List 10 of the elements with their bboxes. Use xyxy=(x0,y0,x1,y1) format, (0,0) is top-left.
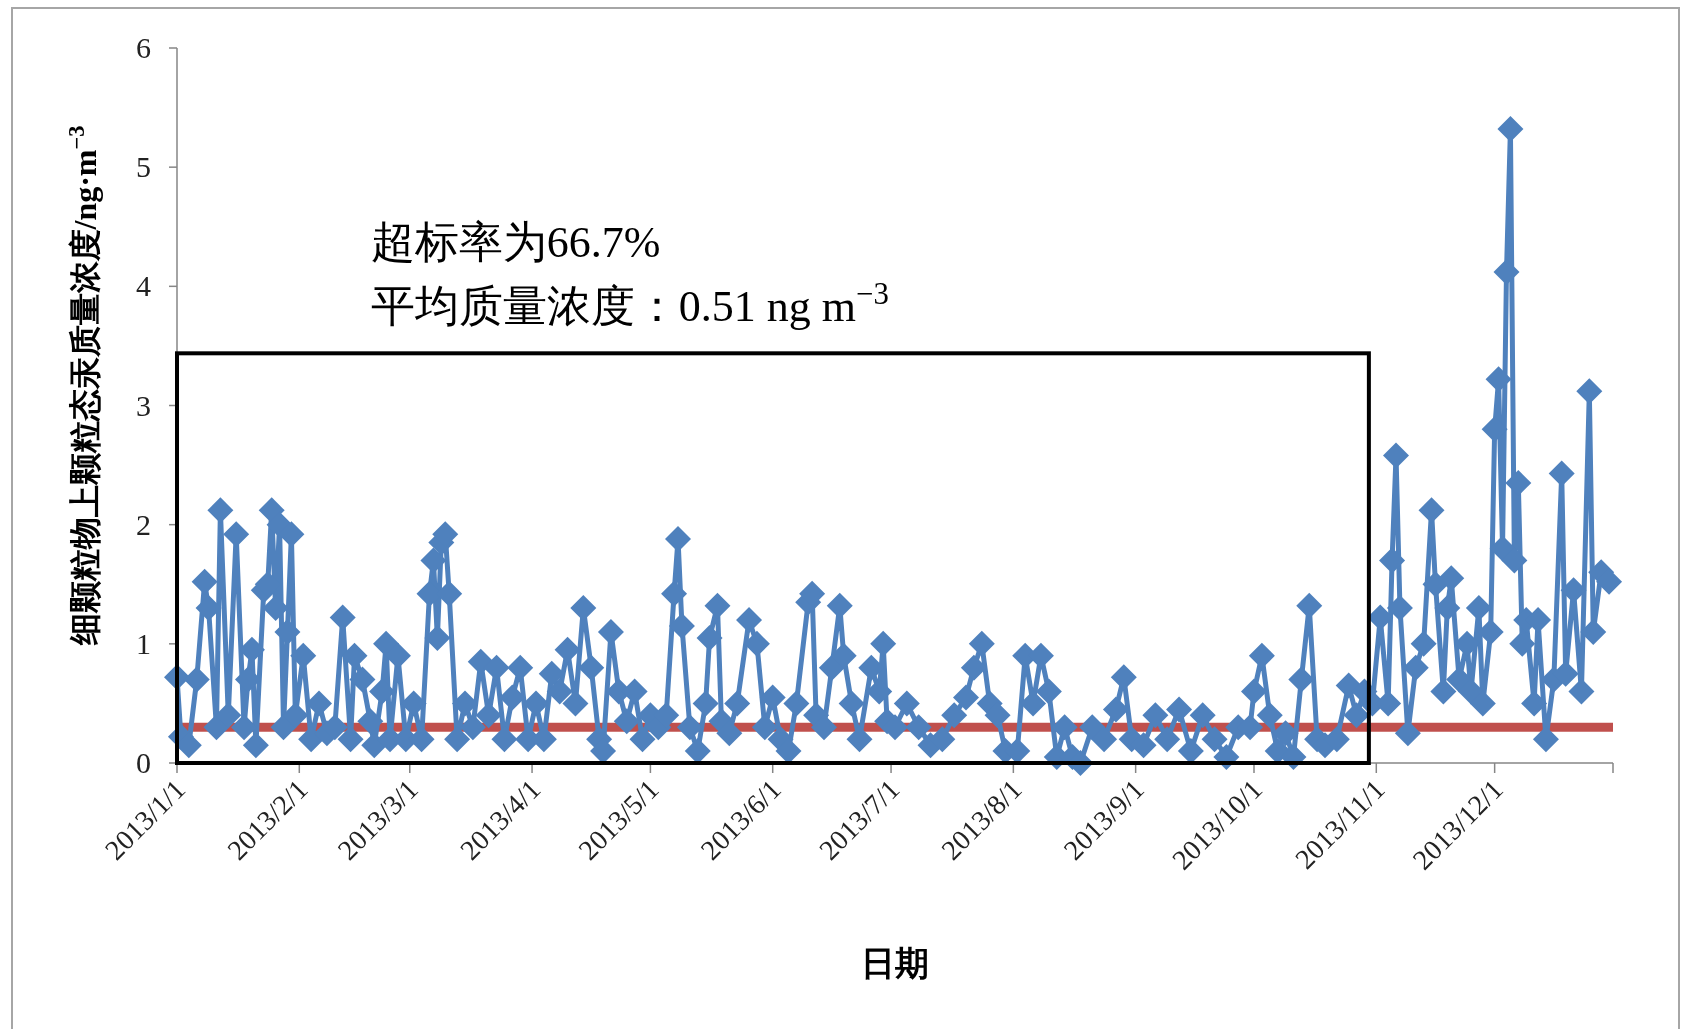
y-tick-label: 4 xyxy=(136,269,151,303)
y-tick-label: 1 xyxy=(136,626,151,660)
y-tick-label: 6 xyxy=(136,31,151,64)
y-tick-label: 0 xyxy=(136,746,151,779)
annotation: 超标率为66.7% xyxy=(370,217,661,267)
y-tick-label: 5 xyxy=(136,150,151,184)
y-tick-label: 2 xyxy=(136,507,151,541)
y-tick-label: 3 xyxy=(136,388,151,422)
x-axis-title: 日期 xyxy=(861,945,929,982)
annotation: 平均质量浓度：0.51 ng m$^{−3}$ xyxy=(370,276,889,331)
